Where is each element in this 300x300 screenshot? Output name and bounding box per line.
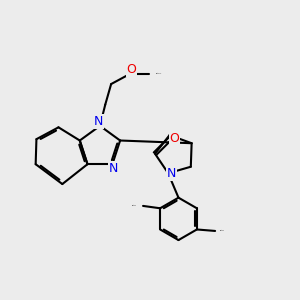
Text: methyl: methyl <box>220 230 225 231</box>
Text: O: O <box>127 62 136 76</box>
Text: methoxy: methoxy <box>156 73 162 74</box>
Text: N: N <box>167 167 176 180</box>
Text: N: N <box>94 115 104 128</box>
Text: O: O <box>169 132 179 145</box>
Text: N: N <box>109 162 118 176</box>
Text: methyl: methyl <box>132 205 137 206</box>
